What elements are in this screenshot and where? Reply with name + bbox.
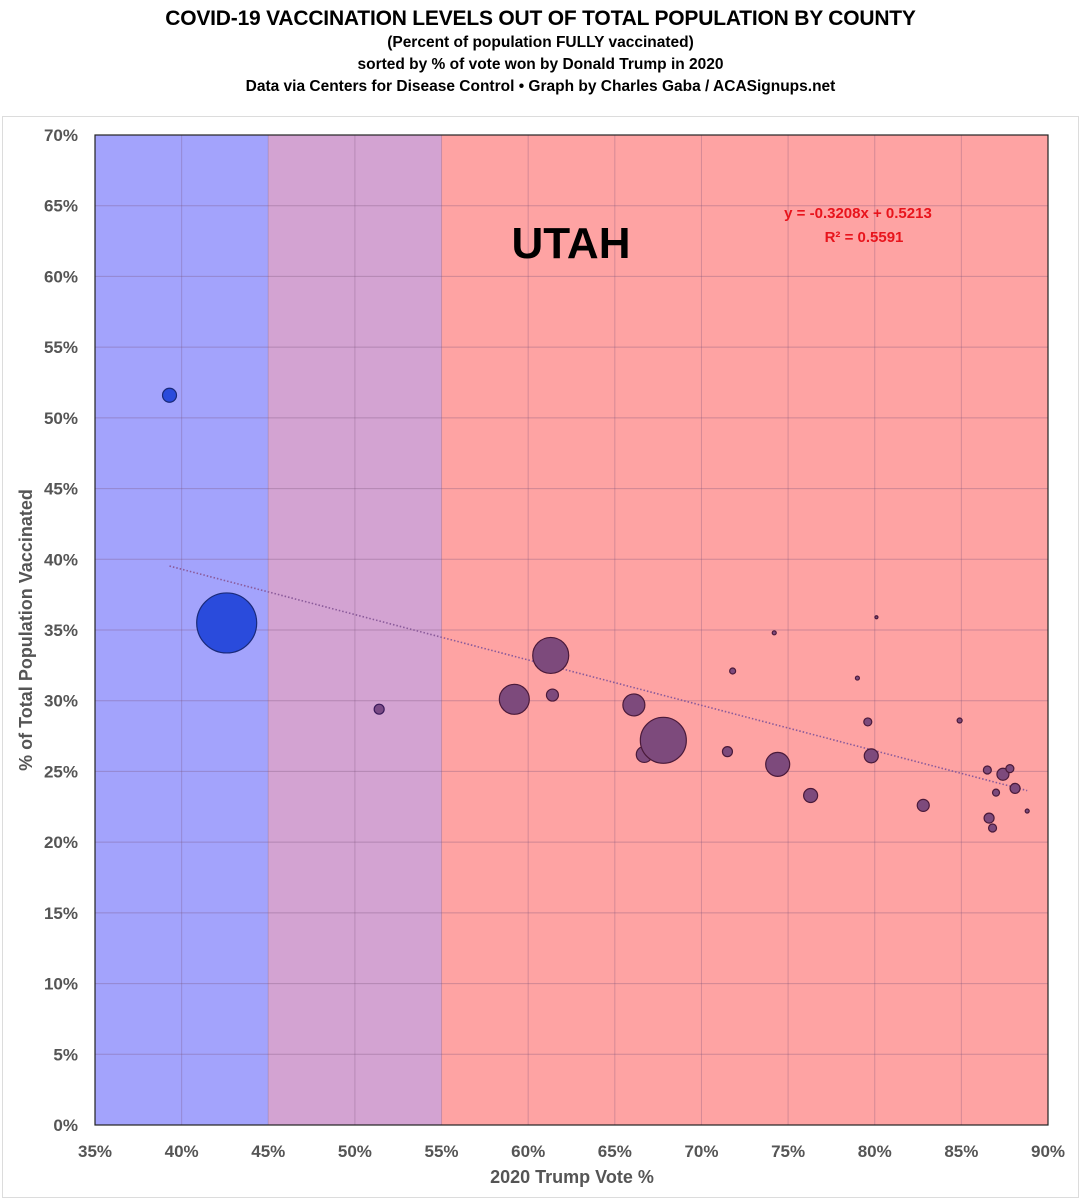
y-tick-label: 30%	[44, 692, 78, 711]
y-tick-labels: 0% 5% 10% 15% 20% 25% 30% 35% 40% 45% 50% 55% 60% 65%…	[44, 126, 78, 1135]
x-tick-label: 75%	[771, 1142, 805, 1161]
data-point	[1024, 808, 1030, 814]
data-point	[622, 693, 646, 717]
x-axis-title: 2020 Trump Vote %	[490, 1167, 654, 1187]
y-tick-label: 70%	[44, 126, 78, 145]
data-point	[982, 765, 992, 775]
data-point	[1009, 782, 1021, 795]
chart-title: COVID-19 VACCINATION LEVELS OUT OF TOTAL…	[165, 7, 916, 30]
data-point	[854, 675, 861, 681]
y-tick-label: 60%	[44, 267, 78, 286]
x-tick-label: 45%	[251, 1142, 285, 1161]
data-point	[498, 683, 530, 715]
data-point	[545, 688, 560, 702]
x-tick-label: 70%	[684, 1142, 718, 1161]
data-point	[765, 751, 791, 777]
x-tick-label: 80%	[858, 1142, 892, 1161]
data-point	[987, 823, 998, 833]
trendline	[169, 565, 1028, 792]
y-tick-label: 45%	[44, 480, 78, 499]
y-tick-label: 20%	[44, 833, 78, 852]
data-point	[729, 667, 737, 675]
x-tick-label: 55%	[425, 1142, 459, 1161]
y-tick-label: 0%	[53, 1116, 78, 1135]
y-tick-label: 15%	[44, 904, 78, 923]
chart-frame	[2, 116, 1079, 1198]
data-point	[916, 798, 930, 812]
x-tick-label: 40%	[165, 1142, 199, 1161]
data-point	[863, 717, 873, 727]
x-tick-label: 35%	[78, 1142, 112, 1161]
y-tick-label: 40%	[44, 550, 78, 569]
state-annotation: UTAH	[512, 219, 631, 268]
data-point	[532, 636, 570, 675]
band-red	[441, 135, 1049, 1125]
x-tick-label: 90%	[1031, 1142, 1065, 1161]
data-point	[956, 717, 963, 724]
y-tick-label: 65%	[44, 197, 78, 216]
y-tick-label: 10%	[44, 975, 78, 994]
data-point	[874, 615, 879, 620]
data-point	[721, 746, 734, 758]
band-purple	[268, 135, 442, 1125]
gridlines	[95, 135, 1048, 1125]
y-tick-label: 5%	[53, 1045, 78, 1064]
data-point	[161, 387, 178, 403]
y-axis-title: % of Total Population Vaccinated	[16, 489, 36, 771]
chart-subtitle-1: (Percent of population FULLY vaccinated)	[387, 34, 694, 51]
plot-border	[94, 134, 1049, 1126]
chart-subtitle-3: Data via Centers for Disease Control • G…	[245, 78, 836, 95]
x-tick-label: 65%	[598, 1142, 632, 1161]
y-tick-label: 50%	[44, 409, 78, 428]
data-point	[1005, 763, 1015, 774]
trendline-r-squared: R² = 0.5591	[825, 229, 904, 246]
data-point	[863, 748, 879, 764]
data-point	[196, 592, 258, 654]
y-tick-label: 35%	[44, 621, 78, 640]
y-tick-label: 25%	[44, 762, 78, 781]
title-block: COVID-19 VACCINATION LEVELS OUT OF TOTAL…	[0, 6, 1081, 98]
data-point	[803, 787, 819, 804]
x-tick-label: 60%	[511, 1142, 545, 1161]
chart-subtitle-2: sorted by % of vote won by Donald Trump …	[357, 56, 724, 73]
trendline-equation: y = -0.3208x + 0.5213	[784, 205, 932, 222]
y-tick-label: 55%	[44, 338, 78, 357]
x-tick-labels: 35% 40% 45% 50% 55% 60% 65% 70% 75% 80% 85% 90%	[78, 1142, 1065, 1161]
data-point	[771, 630, 777, 636]
data-point	[996, 767, 1010, 781]
data-point	[991, 788, 1001, 797]
x-tick-label: 85%	[944, 1142, 978, 1161]
data-point	[983, 812, 995, 824]
data-points	[161, 387, 1030, 833]
data-point	[639, 716, 687, 764]
x-tick-label: 50%	[338, 1142, 372, 1161]
data-point	[373, 703, 385, 715]
party-bands	[95, 135, 1049, 1125]
